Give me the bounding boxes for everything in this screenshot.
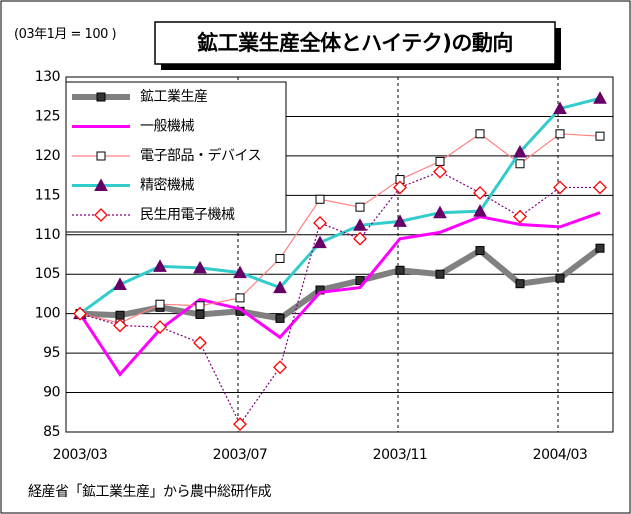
marker bbox=[593, 180, 607, 195]
marker bbox=[393, 214, 407, 227]
marker bbox=[513, 209, 527, 224]
y-tick-label: 95 bbox=[43, 345, 60, 361]
marker bbox=[515, 279, 525, 289]
series-line bbox=[79, 96, 601, 315]
x-tick-label: 2004/03 bbox=[533, 447, 588, 463]
marker bbox=[433, 164, 447, 179]
marker bbox=[153, 259, 167, 272]
marker bbox=[195, 301, 205, 311]
y-label-box: (03年1月 = 100 ) bbox=[14, 27, 117, 42]
marker bbox=[435, 156, 445, 166]
y-tick-label: 110 bbox=[35, 227, 60, 243]
y-tick-label: 90 bbox=[43, 385, 60, 401]
marker bbox=[73, 306, 87, 321]
marker bbox=[94, 178, 108, 191]
marker bbox=[273, 360, 287, 375]
x-tick-label: 2003/11 bbox=[373, 447, 428, 463]
legend-label: 鉱工業生産 bbox=[140, 88, 208, 105]
marker bbox=[353, 218, 367, 231]
x-tick-label: 2003/07 bbox=[213, 447, 268, 463]
marker bbox=[435, 269, 445, 279]
marker bbox=[595, 131, 605, 141]
marker bbox=[515, 159, 525, 169]
marker bbox=[153, 320, 167, 334]
marker bbox=[96, 151, 106, 161]
marker bbox=[353, 231, 367, 246]
marker bbox=[195, 309, 205, 319]
marker bbox=[315, 194, 325, 204]
marker bbox=[393, 180, 407, 195]
series-line bbox=[78, 211, 601, 377]
marker bbox=[555, 129, 565, 139]
y-tick-label: 100 bbox=[35, 306, 60, 322]
marker bbox=[395, 265, 405, 275]
legend-label: 精密機械 bbox=[140, 177, 194, 194]
marker bbox=[475, 246, 485, 256]
marker bbox=[235, 293, 245, 303]
legend-label: 一般機械 bbox=[140, 119, 194, 135]
marker bbox=[275, 313, 285, 323]
marker bbox=[113, 318, 127, 333]
legend-label: 電子部品・デバイス bbox=[140, 147, 261, 164]
marker bbox=[313, 216, 327, 230]
series-line bbox=[79, 245, 602, 322]
y-tick-label: 130 bbox=[35, 69, 60, 85]
title-box bbox=[154, 21, 556, 65]
marker bbox=[553, 180, 567, 195]
marker bbox=[313, 235, 327, 249]
marker bbox=[553, 101, 567, 115]
marker bbox=[275, 253, 285, 263]
marker bbox=[273, 280, 287, 294]
marker bbox=[155, 299, 165, 309]
marker bbox=[355, 202, 365, 212]
y-tick-label: 115 bbox=[35, 187, 60, 203]
y-tick-label: 120 bbox=[35, 148, 60, 164]
marker bbox=[193, 335, 207, 350]
marker bbox=[193, 260, 207, 274]
marker bbox=[595, 243, 605, 253]
marker bbox=[94, 208, 108, 222]
marker bbox=[593, 91, 607, 104]
marker bbox=[96, 92, 106, 102]
marker bbox=[113, 277, 127, 290]
y-tick-label: 85 bbox=[43, 424, 60, 440]
marker bbox=[433, 205, 447, 219]
marker bbox=[115, 310, 125, 320]
marker bbox=[233, 417, 247, 432]
marker bbox=[513, 144, 527, 158]
marker bbox=[473, 204, 487, 217]
marker bbox=[555, 273, 565, 283]
chart-title: 鉱工業生産全体とハイテク)の動向 bbox=[197, 31, 513, 55]
series-line bbox=[79, 133, 601, 324]
source: 経産省「鉱工業生産」から農中総研作成 bbox=[28, 483, 271, 500]
series-line bbox=[79, 171, 600, 426]
y-tick-label: 125 bbox=[35, 108, 60, 124]
y-tick-label: 105 bbox=[35, 266, 60, 282]
marker bbox=[473, 186, 487, 200]
plot-area bbox=[65, 76, 614, 433]
x-tick-label: 2003/03 bbox=[53, 447, 108, 463]
legend-label: 民生用電子機械 bbox=[140, 207, 235, 223]
marker bbox=[233, 265, 247, 279]
y-label: (03年1月 = 100 ) bbox=[14, 27, 117, 42]
marker bbox=[475, 129, 485, 139]
